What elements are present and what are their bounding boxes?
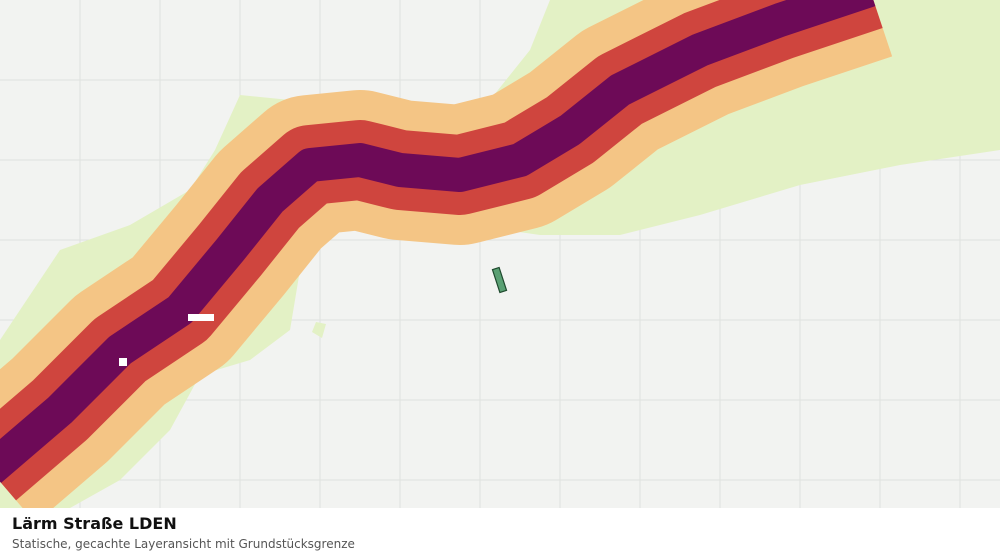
layer-title: Lärm Straße LDEN xyxy=(12,514,177,533)
map xyxy=(0,0,1000,508)
layer-subtitle: Statische, gecachte Layeransicht mit Gru… xyxy=(12,537,355,551)
caption: Lärm Straße LDEN Statische, gecachte Lay… xyxy=(0,508,1000,560)
parcel-boundary xyxy=(491,266,508,294)
noise-zones xyxy=(0,0,1000,508)
